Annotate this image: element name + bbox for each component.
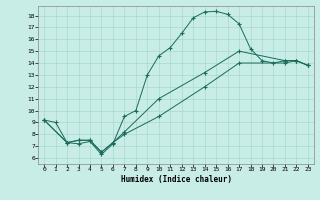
- X-axis label: Humidex (Indice chaleur): Humidex (Indice chaleur): [121, 175, 231, 184]
